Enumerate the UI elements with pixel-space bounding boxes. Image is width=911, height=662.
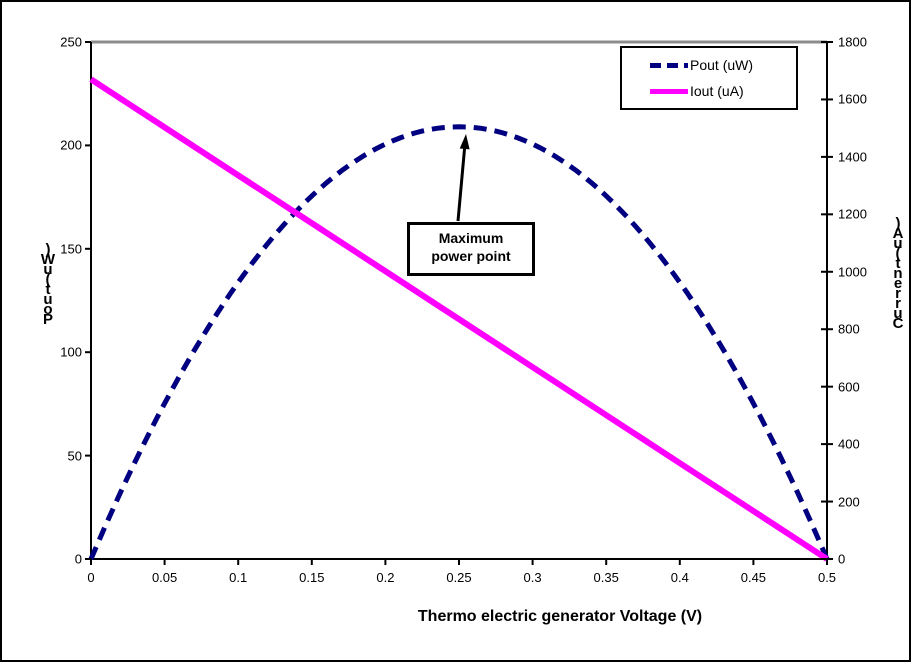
x-tick-label: 0.45 bbox=[740, 570, 767, 585]
x-tick-label: 0.15 bbox=[299, 570, 325, 585]
right-tick-label: 1800 bbox=[838, 34, 867, 50]
x-tick-label: 0.25 bbox=[446, 570, 472, 585]
legend-label-pout: Pout (uW) bbox=[690, 57, 754, 73]
left-tick-label: 250 bbox=[60, 34, 82, 50]
legend-item-iout: Iout (uA) bbox=[650, 83, 796, 99]
x-tick-label: 0.05 bbox=[151, 570, 178, 585]
pout-dashed-line-sample bbox=[650, 62, 688, 68]
annotation-line-2: power point bbox=[431, 248, 511, 264]
right-tick-label: 1200 bbox=[838, 206, 867, 222]
annotation-arrow-head bbox=[459, 134, 470, 150]
right-tick-label: 1400 bbox=[838, 149, 867, 165]
x-tick-label: 0.2 bbox=[376, 570, 395, 585]
x-tick-label: 0.5 bbox=[817, 570, 837, 585]
legend-label-iout: Iout (uA) bbox=[690, 83, 744, 99]
annotation-line-1: Maximum bbox=[438, 230, 504, 246]
left-tick-label: 100 bbox=[60, 344, 82, 360]
x-tick-label: 0.3 bbox=[523, 570, 542, 585]
annotation-max-power-point: Maximum power point bbox=[407, 222, 535, 276]
iout-curve bbox=[89, 76, 829, 562]
legend-box: Pout (uW) Iout (uA) bbox=[620, 46, 798, 110]
left-tick-label: 0 bbox=[74, 551, 82, 567]
annotation-arrow-shaft bbox=[456, 147, 467, 222]
iout-solid-line-sample bbox=[650, 88, 688, 94]
right-tick-label: 1000 bbox=[838, 264, 867, 280]
right-tick-label: 400 bbox=[838, 436, 860, 452]
right-tick-label: 200 bbox=[838, 494, 860, 510]
x-tick-label: 0.4 bbox=[670, 570, 689, 585]
right-tick-label: 800 bbox=[838, 321, 860, 337]
pout-curve bbox=[88, 124, 830, 560]
left-tick-label: 200 bbox=[60, 137, 82, 153]
right-tick-label: 600 bbox=[838, 379, 860, 395]
left-tick-label: 150 bbox=[60, 241, 82, 257]
x-tick-label: 0 bbox=[87, 570, 95, 585]
x-tick-label: 0.1 bbox=[229, 570, 248, 585]
x-axis-title: Thermo electric generator Voltage (V) bbox=[417, 608, 703, 625]
right-tick-label: 0 bbox=[838, 551, 846, 567]
legend-item-pout: Pout (uW) bbox=[650, 57, 796, 73]
x-tick-label: 0.35 bbox=[593, 570, 619, 585]
right-tick-label: 1600 bbox=[838, 91, 867, 107]
left-tick-label: 50 bbox=[67, 448, 82, 464]
